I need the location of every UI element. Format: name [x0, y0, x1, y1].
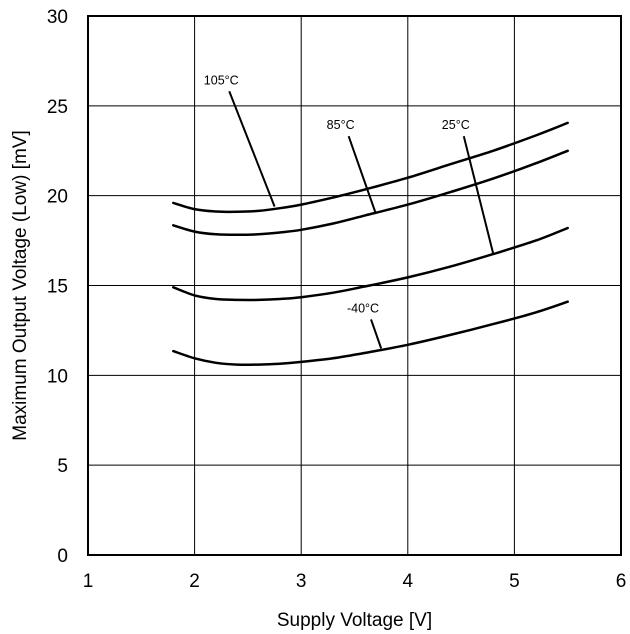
grid: [88, 16, 621, 555]
y-tick-label: 5: [57, 456, 68, 477]
series-line-25c: [172, 226, 569, 302]
y-axis-title: Maximum Output Voltage (Low) [mV]: [10, 130, 31, 440]
curve-label-40c: -40°C: [347, 301, 379, 315]
curve-label-105c: 105°C: [204, 73, 239, 87]
x-tick-label: 6: [616, 571, 627, 592]
x-axis-title: Supply Voltage [V]: [277, 610, 432, 631]
y-tick-label: 30: [47, 7, 68, 28]
annotations: 105°C 85°C 25°C -40°C: [204, 73, 495, 349]
y-tick-label: 15: [47, 277, 68, 298]
curve-label-25c: 25°C: [442, 118, 470, 132]
y-tick-label: 20: [47, 187, 68, 208]
y-tick-label: 25: [47, 97, 68, 118]
leader-line-85c: [347, 135, 377, 214]
y-tick-label: 10: [47, 366, 68, 387]
leader-line-105c: [228, 90, 276, 207]
x-tick-label: 1: [83, 571, 94, 592]
x-tick-label: 3: [296, 571, 307, 592]
plot-frame: [87, 15, 622, 556]
y-tick-label: 0: [57, 546, 68, 567]
y-tick-labels: 0 5 10 15 20 25 30: [47, 7, 68, 567]
series-line-85c: [172, 149, 569, 237]
leader-line-40c: [370, 319, 383, 349]
series-line-40c: [172, 300, 569, 367]
curve-label-85c: 85°C: [327, 118, 355, 132]
x-tick-label: 5: [509, 571, 520, 592]
curves: [172, 121, 569, 367]
x-tick-label: 2: [189, 571, 200, 592]
series-line-105c: [172, 121, 569, 214]
x-tick-label: 4: [403, 571, 414, 592]
leader-line-25c: [462, 135, 495, 254]
x-tick-labels: 1 2 3 4 5 6: [83, 571, 627, 592]
